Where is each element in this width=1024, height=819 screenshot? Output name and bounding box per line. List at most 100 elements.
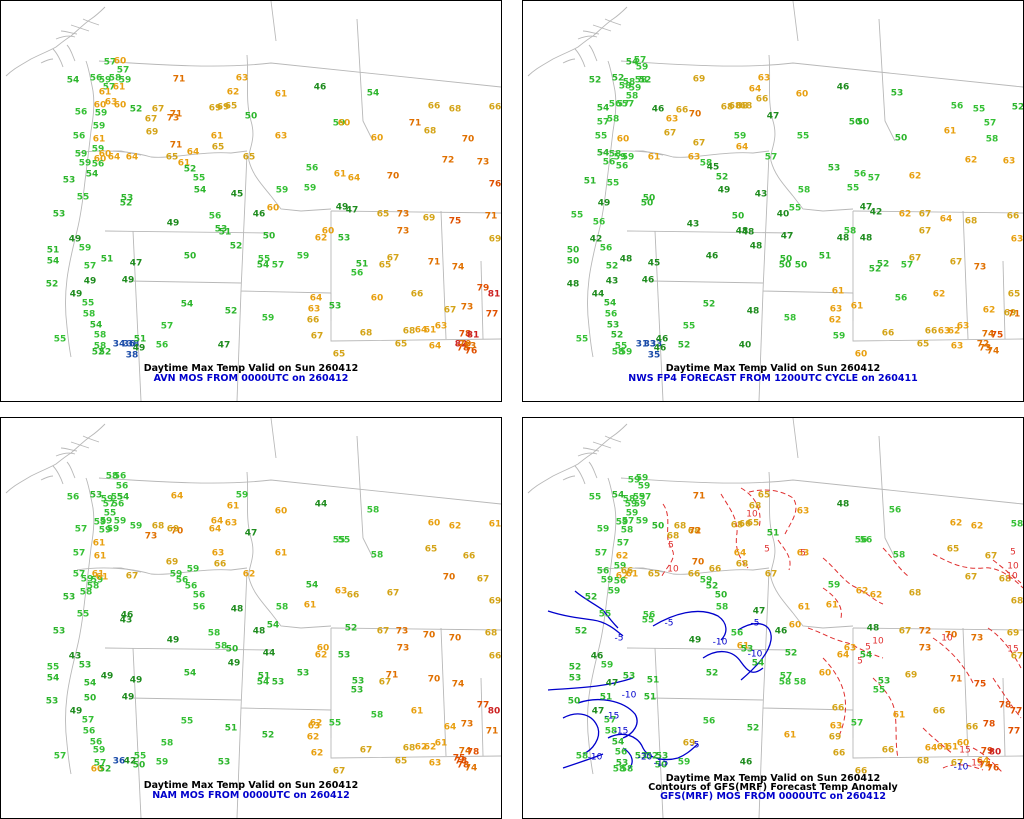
station-temp: 42	[123, 756, 137, 767]
station-temp: 78	[998, 700, 1012, 711]
station-temp: 71	[427, 257, 441, 268]
station-temp: 66	[687, 569, 701, 580]
station-temp: 69	[488, 596, 502, 607]
station-temp: 66	[462, 551, 476, 562]
station-temp: 49	[129, 675, 143, 686]
station-temp: 54	[305, 580, 319, 591]
station-temp: 55	[53, 334, 67, 345]
station-temp: 57	[621, 516, 635, 527]
station-temp: 54	[46, 673, 60, 684]
station-temp: 56	[111, 499, 125, 510]
contour-label: -10	[712, 637, 728, 648]
station-temp: 56	[89, 73, 103, 84]
station-temp: 67	[332, 766, 346, 777]
station-temp: 48	[566, 279, 580, 290]
station-temp: 48	[735, 226, 749, 237]
station-temp: 55	[641, 615, 655, 626]
station-temp: 49	[335, 202, 349, 213]
station-temp: 50	[244, 111, 258, 122]
station-temp: 66	[965, 722, 979, 733]
station-temp: 67	[692, 138, 706, 149]
station-temp: 55	[76, 609, 90, 620]
station-temp: 73	[460, 302, 474, 313]
station-temp: 64	[186, 147, 200, 158]
station-temp: 64	[347, 173, 361, 184]
panel-subtitle: AVN MOS FROM 0000UTC on 260412	[153, 373, 349, 384]
station-temp: 53	[877, 676, 891, 687]
station-temp: 69	[488, 234, 502, 245]
station-temp: 63	[428, 758, 442, 769]
station-temp: 53	[568, 673, 582, 684]
station-temp: 59	[99, 516, 113, 527]
station-temp: 60	[854, 349, 868, 360]
station-temp: 61	[177, 158, 191, 169]
state-border	[852, 211, 1023, 342]
station-temp: 48	[746, 306, 760, 317]
station-temp: 66	[410, 289, 424, 300]
station-temp: 48	[252, 626, 266, 637]
station-temp: 53	[827, 163, 841, 174]
station-temp: 57	[53, 751, 67, 762]
station-temp: 77	[485, 309, 499, 320]
contour-label: 10	[746, 509, 758, 520]
station-temp: 58	[82, 309, 96, 320]
station-temp: 63	[796, 548, 810, 559]
station-temp: 46	[313, 82, 327, 93]
station-temp: 54	[85, 169, 99, 180]
contour-label: 10	[1007, 561, 1019, 572]
station-temp: 58	[622, 494, 636, 505]
state-border	[762, 569, 854, 711]
station-temp: 53	[615, 758, 629, 769]
station-temp: 55	[133, 751, 147, 762]
station-temp: 58	[370, 710, 384, 721]
station-temp: 44	[314, 499, 328, 510]
station-temp: 69	[1006, 628, 1020, 639]
state-border	[356, 18, 374, 142]
station-temp: 66	[488, 102, 502, 113]
station-temp: 57	[616, 538, 630, 549]
station-temp: 65	[394, 756, 408, 767]
station-temp: 56	[604, 309, 618, 320]
station-temp: 60	[316, 643, 330, 654]
station-temp: 61	[783, 730, 797, 741]
station-temp: 50	[794, 260, 808, 271]
station-temp: 81	[487, 289, 501, 300]
station-temp: 64	[735, 142, 749, 153]
station-temp: 33	[643, 339, 657, 350]
station-temp: 60	[370, 133, 384, 144]
station-temp: 43	[754, 189, 768, 200]
station-temp: 47	[859, 202, 873, 213]
panel-subtitle-2: GFS(MRF) MOS FROM 0000UTC on 260412	[660, 791, 886, 802]
station-temp: 55	[192, 173, 206, 184]
station-temp: 55	[606, 178, 620, 189]
station-temp: 61	[226, 501, 240, 512]
station-temp: 64	[309, 293, 323, 304]
station-temp: 63	[757, 73, 771, 84]
station-temp: 52	[568, 662, 582, 673]
station-temp: 76	[986, 763, 1000, 774]
station-temp: 68	[673, 521, 687, 532]
station-temp: 65	[376, 209, 390, 220]
station-temp: 61	[98, 87, 112, 98]
station-temp: 56	[894, 293, 908, 304]
station-temp: 50	[856, 117, 870, 128]
station-temp: 59	[625, 508, 639, 519]
station-temp: 58	[108, 73, 122, 84]
station-temp: 50	[651, 521, 665, 532]
station-temp: 52	[611, 73, 625, 84]
station-temp: 52	[98, 764, 112, 775]
station-temp: 52	[705, 668, 719, 679]
panel-title: Daytime Max Temp Valid on Sun 260412	[665, 363, 881, 374]
station-temp: 66	[306, 315, 320, 326]
station-temp: 61	[303, 600, 317, 611]
station-temp: 64	[414, 325, 428, 336]
state-border	[356, 435, 374, 559]
state-border	[330, 628, 501, 759]
state-border	[598, 567, 770, 575]
station-temp: 65	[378, 260, 392, 271]
station-temp: 63	[665, 114, 679, 125]
station-temp: 57	[102, 499, 116, 510]
contour-label: 10	[872, 636, 884, 647]
station-temp: 53	[52, 626, 66, 637]
state-border	[758, 707, 764, 818]
